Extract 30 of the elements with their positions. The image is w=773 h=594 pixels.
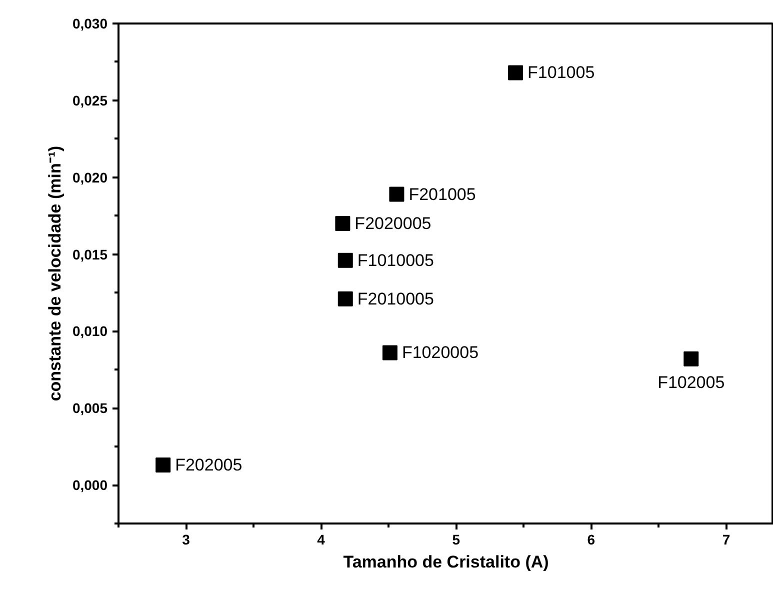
y-tick-label: 0,020 bbox=[72, 169, 108, 186]
y-tick-label: 0,030 bbox=[72, 16, 108, 32]
x-tick-label: 4 bbox=[317, 532, 326, 548]
annotation: F2010005 bbox=[357, 289, 434, 308]
y-tick-label: 0,000 bbox=[72, 477, 108, 494]
y-axis-title: constante de velocidade (min⁻¹) bbox=[45, 146, 64, 402]
y-tick-label: 0,015 bbox=[72, 246, 108, 262]
point bbox=[338, 291, 353, 306]
annotation: F2020005 bbox=[354, 214, 432, 233]
x-tick-label: 3 bbox=[182, 532, 190, 548]
x-tick-label: 6 bbox=[587, 532, 596, 548]
y-tick-label: 0,005 bbox=[72, 400, 108, 416]
annotation: F102005 bbox=[658, 372, 725, 392]
annotation: F101005 bbox=[528, 63, 595, 82]
annotation: F1020005 bbox=[402, 343, 479, 362]
point bbox=[338, 252, 353, 268]
x-axis-title: Tamanho de Cristalito (A) bbox=[343, 552, 549, 572]
point bbox=[684, 351, 699, 366]
y-tick-label: 0,025 bbox=[72, 92, 108, 108]
point bbox=[382, 345, 398, 360]
x-tick-label: 7 bbox=[722, 532, 730, 548]
annotation: F202005 bbox=[175, 456, 242, 475]
point bbox=[389, 186, 404, 202]
x-tick-label: 5 bbox=[452, 532, 460, 548]
point bbox=[335, 216, 350, 231]
point bbox=[508, 65, 524, 80]
point bbox=[156, 458, 171, 473]
annotation: F201005 bbox=[408, 184, 476, 204]
annotation: F1010005 bbox=[357, 250, 434, 270]
y-tick-label: 0,010 bbox=[72, 323, 108, 340]
